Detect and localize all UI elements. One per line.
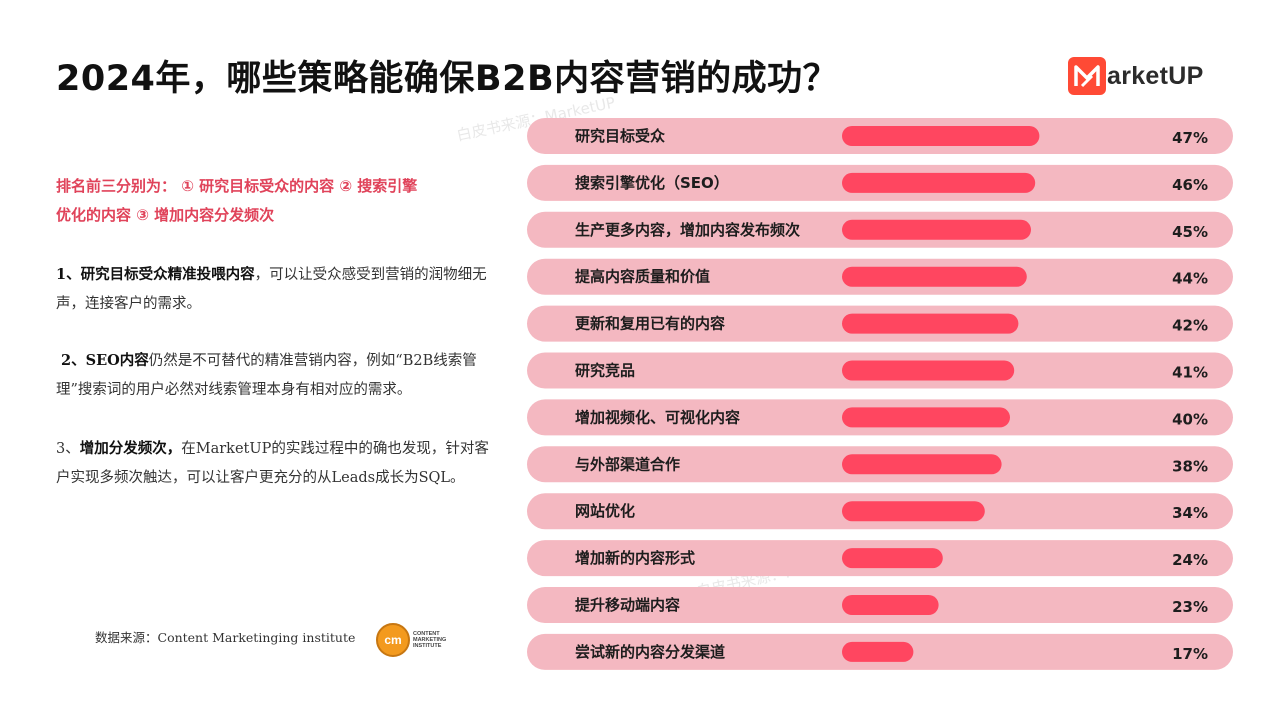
category-label: 与外部渠道合作: [575, 455, 680, 473]
ranking-bar-chart: 研究目标受众 47% 搜索引擎优化（SEO） 46% 生产更多内容，增加内容发布频次 45…: [527, 118, 1233, 670]
summary-line-1: 排名前三分别为： ① 研究目标受众的内容 ② 搜索引擎: [56, 177, 418, 195]
logo-text: arketUP: [1107, 61, 1204, 90]
point-1: 1、研究目标受众精准投喂内容，可以让受众感受到营销的润物细无声，连接客户的需求。: [56, 260, 496, 319]
point-2-prefix: 2、: [56, 352, 86, 369]
bar: [842, 548, 943, 569]
bar: [842, 595, 939, 615]
bar: [842, 172, 1036, 193]
point-3-text: 在MarketUP的实践过程中的确也发现，针对客户实现多频次触达，可以让客户更充…: [56, 441, 489, 486]
category-label: 尝试新的内容分发渠道: [575, 643, 725, 661]
value-label: 46%: [1172, 176, 1208, 194]
value-label: 44%: [1172, 270, 1208, 288]
category-label: 增加视频化、可视化内容: [575, 408, 740, 426]
category-label: 提高内容质量和价值: [575, 268, 710, 286]
chart-row: 与外部渠道合作 38%: [527, 446, 1233, 483]
category-label: 提升移动端内容: [575, 596, 680, 614]
marketup-logo-icon: [1068, 57, 1106, 95]
point-2-bold: SEO内容: [85, 352, 149, 369]
point-2: 2、SEO内容仍然是不可替代的精准营销内容，例如“B2B线索管理”搜索词的用户必…: [56, 346, 496, 405]
category-label: 研究目标受众: [575, 127, 665, 145]
value-label: 24%: [1172, 551, 1208, 569]
cmi-logo-text: CONTENT MARKETING INSTITUTE: [413, 631, 447, 649]
point-3-bold: 增加分发频次，: [79, 440, 182, 457]
bar: [842, 266, 1027, 287]
analysis-text: 排名前三分别为： ① 研究目标受众的内容 ② 搜索引擎 优化的内容 ③ 增加内容…: [56, 172, 496, 486]
bar: [842, 219, 1031, 240]
point-1-bold: 1、研究目标受众精准投喂内容: [56, 266, 255, 283]
category-label: 搜索引擎优化（SEO）: [575, 174, 729, 192]
chart-row: 研究竞品 41%: [527, 352, 1233, 389]
chart-row: 网站优化 34%: [527, 493, 1233, 530]
value-label: 42%: [1172, 317, 1208, 335]
value-label: 47%: [1172, 129, 1208, 147]
value-label: 23%: [1172, 598, 1208, 616]
cmi-logo: cm CONTENT MARKETING INSTITUTE: [376, 623, 453, 657]
chart-row: 生产更多内容，增加内容发布频次 45%: [527, 211, 1233, 248]
category-label: 网站优化: [575, 502, 635, 520]
value-label: 34%: [1172, 504, 1208, 522]
chart-row: 提高内容质量和价值 44%: [527, 258, 1233, 295]
point-3: 3、增加分发频次，在MarketUP的实践过程中的确也发现，针对客户实现多频次触…: [56, 434, 496, 493]
cmi-logo-icon: cm: [376, 623, 410, 657]
chart-row: 增加视频化、可视化内容 40%: [527, 399, 1233, 436]
data-source: 数据来源：Content Marketinging institute: [95, 630, 356, 645]
page-title: 2024年，哪些策略能确保B2B内容营销的成功？: [56, 59, 839, 99]
bar: [842, 641, 914, 662]
chart-row: 尝试新的内容分发渠道 17%: [527, 633, 1233, 670]
value-label: 40%: [1172, 410, 1208, 428]
bar: [842, 313, 1019, 334]
value-label: 38%: [1172, 457, 1208, 475]
chart-row: 提升移动端内容 23%: [527, 587, 1233, 623]
category-label: 生产更多内容，增加内容发布频次: [575, 221, 800, 239]
value-label: 41%: [1172, 364, 1208, 382]
bar: [842, 360, 1015, 381]
category-label: 增加新的内容形式: [575, 549, 695, 567]
chart-row: 研究目标受众 47%: [527, 118, 1233, 154]
summary-line-2: 优化的内容 ③ 增加内容分发频次: [56, 206, 275, 224]
bar: [842, 454, 1002, 475]
chart-row: 更新和复用已有的内容 42%: [527, 305, 1233, 342]
chart-row: 增加新的内容形式 24%: [527, 540, 1233, 577]
marketup-logo: arketUP: [1068, 56, 1204, 96]
point-2-text: 仍然是不可替代的精准营销内容，例如“B2B线索管理”搜索词的用户必然对线索管理本…: [56, 353, 477, 398]
chart-row: 搜索引擎优化（SEO） 46%: [527, 164, 1233, 201]
value-label: 17%: [1172, 645, 1208, 663]
value-label: 45%: [1172, 223, 1208, 241]
category-label: 研究竞品: [575, 362, 635, 380]
point-3-prefix: 3、: [56, 441, 80, 457]
bar: [842, 126, 1040, 146]
summary-highlight: 排名前三分别为： ① 研究目标受众的内容 ② 搜索引擎 优化的内容 ③ 增加内容…: [56, 172, 496, 230]
point-1-text: ，可以让受众感受到营销的润物细无声，连接客户的需求。: [56, 267, 487, 312]
bar: [842, 501, 985, 522]
category-label: 更新和复用已有的内容: [575, 315, 725, 333]
bar: [842, 407, 1010, 428]
